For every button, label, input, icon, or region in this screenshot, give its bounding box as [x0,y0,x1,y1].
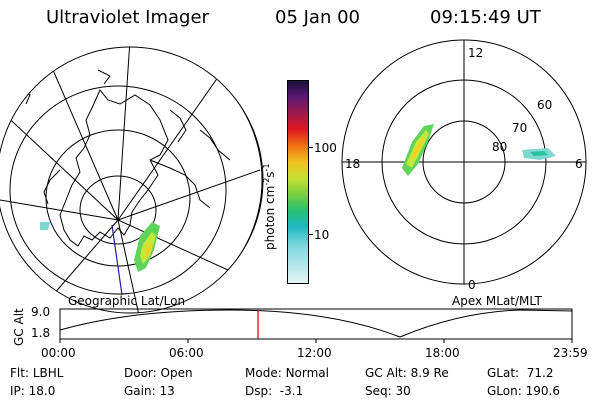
timeline-ytick-9: 9.0 [31,305,51,319]
glat-field: GLat: 71.2 [487,366,554,380]
image-time: 09:15:49 UT [430,7,541,28]
flt-field: Flt: LBHL [10,366,64,380]
dayside-meridian-line [111,224,123,296]
timeline-xtick-0600: 06:00 [169,346,204,360]
mlt-label-6: 6 [575,157,583,171]
timeline-xtick-1800: 18:00 [425,346,460,360]
glon-value: 190.6 [525,384,560,398]
mode-value: Normal [285,366,329,380]
geo-panel-label: Geographic Lat/Lon [68,294,186,308]
mlt-label-12: 12 [468,46,484,60]
colorbar-tick-100: 100 [314,141,337,155]
ip-value: 18.0 [28,384,56,398]
gcalt-value: 8.9 Re [410,366,449,380]
dsp-field: Dsp: -3.1 [245,384,304,398]
door-field: Door: Open [124,366,193,380]
color-scale-bar [287,80,309,284]
timeline-ytick-1.8: 1.8 [31,326,51,340]
mode-field: Mode: Normal [245,366,329,380]
aurora-emission-globe [40,222,160,272]
flt-value: LBHL [32,366,64,380]
app-title: Ultraviolet Imager [46,7,209,28]
colorbar-tick-10: 10 [314,228,330,242]
ip-field: IP: 18.0 [10,384,56,398]
colorbar-tick-mark [308,234,313,235]
gcalt-field: GC Alt: 8.9 Re [365,366,449,380]
gain-value: 13 [159,384,175,398]
timeline-xtick-1200: 12:00 [297,346,332,360]
colorbar-tick-mark [308,147,313,148]
seq-field: Seq: 30 [365,384,411,398]
seq-value: 30 [395,384,411,398]
glon-field: GLon: 190.6 [487,384,560,398]
image-date: 05 Jan 00 [275,7,360,28]
mlt-label-18: 18 [345,157,361,171]
polar-panel-label: Apex MLat/MLT [452,294,542,308]
timeline-xtick-0000: 00:00 [41,346,76,360]
dsp-value: -3.1 [279,384,304,398]
mlat-label-60: 60 [537,98,553,112]
mlat-label-80: 80 [492,140,508,154]
timeline-xtick-2359: 23:59 [553,346,588,360]
glat-value: 71.2 [526,366,554,380]
door-value: Open [160,366,193,380]
gain-field: Gain: 13 [124,384,175,398]
aurora-emission-polar [402,124,556,176]
mlat-label-70: 70 [512,121,528,135]
mlt-label-0: 0 [468,278,476,292]
